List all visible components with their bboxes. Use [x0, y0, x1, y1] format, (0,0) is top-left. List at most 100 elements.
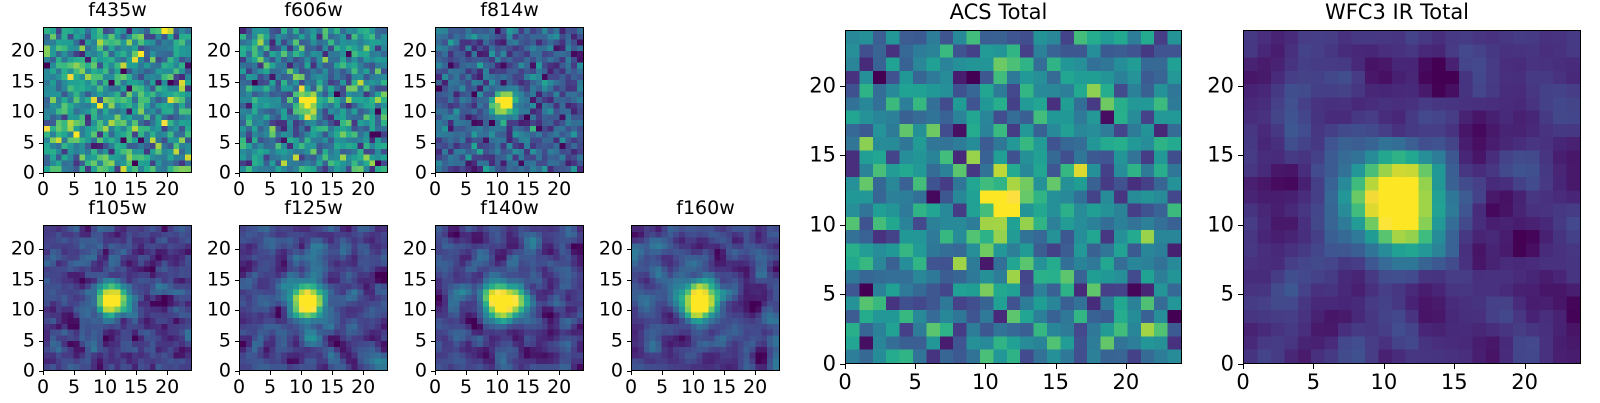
y-tick-label-wfc3-ir-total-1: 5	[1220, 281, 1234, 306]
y-tick-f814w-2	[431, 112, 435, 114]
x-tick-label-f160w-4: 20	[743, 376, 768, 398]
heatmap-image-f105w	[43, 225, 192, 371]
y-tick-label-f606w-4: 20	[206, 39, 231, 62]
x-tick-label-f125w-4: 20	[351, 376, 376, 398]
x-tick-f435w-1	[74, 173, 76, 177]
y-tick-label-f125w-1: 5	[218, 329, 231, 352]
y-tick-label-f125w-2: 10	[206, 298, 231, 321]
panel-title-f105w: f105w	[88, 197, 147, 219]
y-tick-label-f105w-0: 0	[22, 359, 35, 382]
x-tick-f140w-0	[435, 371, 436, 375]
y-tick-label-acs-total-4: 20	[809, 73, 836, 98]
heatmap-image-f160w	[631, 225, 780, 371]
x-tick-f435w-4	[167, 173, 169, 177]
y-tick-acs-total-1	[840, 294, 845, 296]
y-tick-f125w-3	[235, 279, 239, 281]
panel-f140w: f140w 0 5 10 15 20 0 5 10 15 20	[393, 199, 626, 403]
y-tick-label-f105w-2: 10	[10, 298, 35, 321]
y-tick-label-acs-total-0: 0	[822, 351, 836, 376]
y-tick-f606w-1	[235, 142, 239, 144]
y-tick-f105w-3	[39, 279, 43, 281]
y-tick-label-f105w-4: 20	[10, 237, 35, 260]
heatmap-canvas-f160w	[632, 226, 779, 370]
y-tick-wfc3-ir-total-4	[1238, 85, 1243, 87]
x-tick-f140w-4	[559, 371, 561, 375]
y-tick-acs-total-0	[840, 364, 845, 365]
x-tick-f814w-3	[528, 173, 530, 177]
y-tick-wfc3-ir-total-3	[1238, 155, 1243, 157]
x-tick-f606w-2	[301, 173, 303, 177]
x-tick-f814w-4	[559, 173, 561, 177]
y-tick-label-f105w-3: 15	[10, 268, 35, 291]
y-tick-label-f814w-1: 5	[414, 131, 427, 154]
y-tick-label-wfc3-ir-total-2: 10	[1207, 212, 1234, 237]
y-tick-label-wfc3-ir-total-4: 20	[1207, 73, 1234, 98]
x-tick-f140w-1	[466, 371, 468, 375]
x-tick-label-acs-total-4: 20	[1112, 370, 1140, 394]
x-tick-label-f105w-4: 20	[155, 376, 180, 398]
x-tick-label-wfc3-ir-total-2: 10	[1370, 370, 1398, 394]
x-tick-label-acs-total-1: 5	[908, 370, 922, 394]
x-tick-wfc3-ir-total-4	[1524, 364, 1526, 369]
x-tick-wfc3-ir-total-2	[1383, 364, 1385, 369]
y-tick-acs-total-4	[840, 85, 845, 87]
x-tick-label-f160w-1: 5	[655, 376, 669, 398]
x-tick-f814w-2	[497, 173, 499, 177]
x-tick-label-acs-total-2: 10	[972, 370, 999, 394]
x-tick-acs-total-0	[845, 364, 846, 369]
y-tick-f160w-3	[627, 279, 631, 281]
y-tick-f814w-4	[431, 51, 435, 53]
x-tick-label-f814w-2: 10	[484, 178, 510, 200]
x-tick-label-acs-total-3: 15	[1042, 370, 1069, 394]
x-tick-label-f140w-3: 15	[516, 376, 541, 398]
y-tick-f160w-4	[627, 249, 631, 251]
x-tick-acs-total-2	[985, 364, 987, 369]
x-tick-f105w-4	[167, 371, 169, 375]
x-tick-label-f105w-1: 5	[67, 376, 81, 398]
y-tick-label-f125w-3: 15	[206, 268, 231, 291]
panel-f435w: f435w 0 5 10 15 20 0 5 10 15 20	[1, 1, 234, 205]
x-tick-f435w-3	[136, 173, 138, 177]
x-tick-label-wfc3-ir-total-4: 20	[1511, 370, 1539, 394]
x-tick-label-f435w-3: 15	[124, 178, 149, 200]
x-tick-label-f435w-0: 0	[36, 178, 50, 200]
x-tick-label-f105w-0: 0	[36, 376, 50, 398]
y-tick-label-f814w-3: 15	[402, 70, 427, 93]
y-tick-label-f606w-2: 10	[206, 100, 231, 123]
panel-f105w: f105w 0 5 10 15 20 0 5 10 15 20	[1, 199, 234, 403]
y-tick-f140w-3	[431, 279, 435, 281]
y-tick-label-f435w-1: 5	[22, 131, 35, 154]
x-tick-label-f160w-0: 0	[624, 376, 638, 398]
x-tick-label-f160w-2: 10	[680, 376, 706, 398]
heatmap-canvas-f125w	[240, 226, 387, 370]
x-tick-f606w-4	[363, 173, 365, 177]
y-tick-acs-total-2	[840, 224, 845, 226]
y-tick-label-f606w-1: 5	[218, 131, 231, 154]
x-tick-f125w-3	[332, 371, 334, 375]
x-tick-label-f105w-3: 15	[124, 376, 149, 398]
y-tick-label-wfc3-ir-total-0: 0	[1220, 351, 1234, 376]
x-tick-acs-total-1	[915, 364, 917, 369]
y-tick-f125w-4	[235, 249, 239, 251]
y-tick-label-f160w-3: 15	[598, 268, 623, 291]
x-tick-label-f606w-1: 5	[263, 178, 277, 200]
heatmap-image-f125w	[239, 225, 388, 371]
panel-title-f160w: f160w	[676, 197, 735, 219]
y-tick-label-f125w-4: 20	[206, 237, 231, 260]
x-tick-label-f140w-2: 10	[484, 376, 510, 398]
y-tick-label-f160w-1: 5	[610, 329, 623, 352]
x-tick-f105w-0	[43, 371, 44, 375]
y-tick-wfc3-ir-total-2	[1238, 224, 1243, 226]
panel-title-f814w: f814w	[480, 0, 539, 21]
x-tick-label-f160w-3: 15	[712, 376, 737, 398]
y-tick-f125w-0	[235, 371, 239, 372]
y-tick-label-f435w-0: 0	[22, 161, 35, 184]
y-tick-label-f814w-0: 0	[414, 161, 427, 184]
y-tick-f105w-4	[39, 249, 43, 251]
x-tick-f160w-1	[662, 371, 664, 375]
x-tick-label-f814w-0: 0	[428, 178, 442, 200]
x-tick-label-f435w-1: 5	[67, 178, 81, 200]
x-tick-f435w-0	[43, 173, 44, 177]
y-tick-label-f140w-3: 15	[402, 268, 427, 291]
heatmap-canvas-f140w	[436, 226, 583, 370]
